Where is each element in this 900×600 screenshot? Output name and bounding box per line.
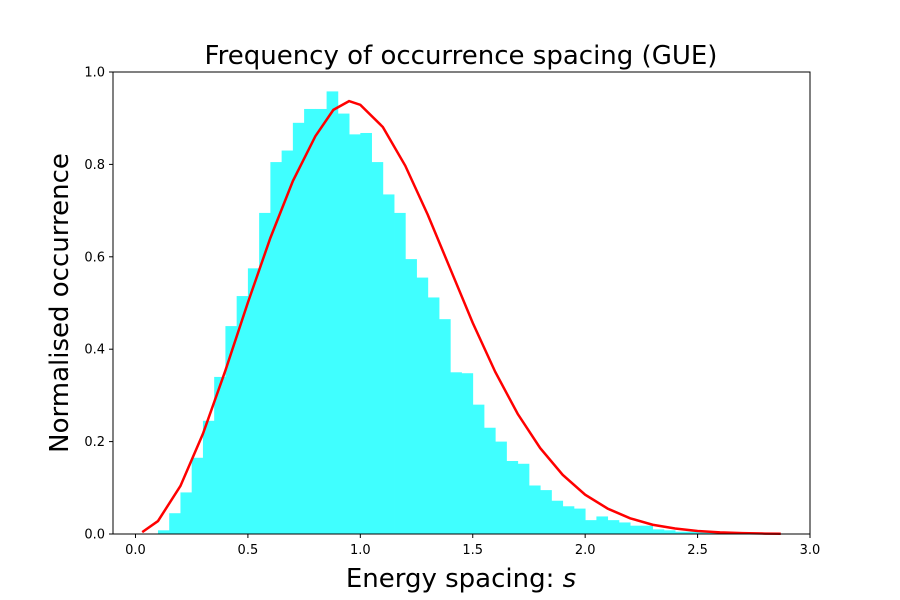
- histogram-bar: [663, 530, 676, 534]
- histogram-bar: [180, 492, 193, 534]
- y-axis-ticks: 0.0 0.2 0.4 0.6 0.8 1.0: [84, 66, 113, 543]
- histogram-bar: [618, 522, 631, 534]
- x-tick-label: 0.5: [238, 543, 259, 558]
- histogram-bar: [371, 162, 384, 534]
- histogram-bar: [573, 508, 586, 534]
- histogram-bar: [517, 463, 530, 534]
- histogram-bar: [416, 277, 429, 534]
- x-tick-label: 0.0: [125, 543, 146, 558]
- histogram-bar: [675, 531, 687, 534]
- plot-area: [112, 71, 811, 535]
- histogram-bar: [315, 108, 327, 535]
- histogram-bar: [360, 132, 372, 534]
- histogram-bar: [562, 506, 575, 534]
- y-axis-label: Normalised occurrence: [45, 153, 75, 453]
- histogram-bar: [349, 134, 361, 534]
- histogram-bar: [382, 194, 395, 534]
- histogram-bar: [337, 113, 350, 534]
- x-tick-label: 2.5: [687, 543, 708, 558]
- axes-frame: [112, 71, 811, 535]
- histogram-bar: [405, 259, 417, 534]
- x-axis-label-text: Energy spacing:: [346, 564, 563, 594]
- x-tick-label: 1.0: [350, 543, 371, 558]
- histogram-bar: [652, 529, 665, 534]
- histogram-bars: [157, 91, 777, 535]
- histogram-bar: [540, 490, 552, 534]
- histogram-bar: [472, 404, 485, 534]
- chart-title: Frequency of occurrence spacing (GUE): [205, 41, 718, 71]
- y-tick-label: 0.0: [84, 528, 105, 543]
- x-tick-label: 1.5: [462, 543, 483, 558]
- histogram-bar: [461, 373, 474, 534]
- fit-curve: [141, 99, 781, 535]
- histogram-bar: [686, 531, 698, 534]
- y-tick-label: 0.4: [84, 343, 105, 358]
- histogram-bar: [157, 530, 170, 534]
- histogram-bar: [394, 212, 406, 534]
- y-tick-label: 0.2: [84, 435, 105, 450]
- histogram-bar: [304, 108, 316, 535]
- histogram-bar: [236, 296, 249, 534]
- x-axis-label: Energy spacing: s: [346, 564, 576, 594]
- x-tick-label: 2.0: [575, 543, 596, 558]
- histogram-bar: [259, 212, 271, 534]
- histogram-bar: [439, 319, 451, 534]
- histogram-bar: [225, 326, 238, 534]
- histogram-bar: [292, 122, 305, 534]
- histogram-bar: [528, 485, 541, 534]
- histogram-bar: [495, 441, 507, 534]
- y-tick-label: 1.0: [84, 66, 105, 81]
- y-tick-label: 0.8: [84, 158, 105, 173]
- histogram-bar: [247, 268, 260, 534]
- x-axis-ticks: 0.0 0.5 1.0 1.5 2.0 2.5 3.0: [125, 534, 820, 558]
- histogram-bar: [214, 376, 226, 534]
- histogram-bar: [270, 162, 283, 534]
- x-tick-label: 3.0: [800, 543, 821, 558]
- histogram-bar: [281, 150, 294, 535]
- histogram-bar: [191, 457, 204, 534]
- histogram-bar: [585, 520, 597, 534]
- histogram-bar: [607, 520, 620, 534]
- histogram-bar: [202, 420, 215, 534]
- histogram-bar: [506, 461, 519, 534]
- histogram-bar: [169, 513, 181, 534]
- histogram-bar: [596, 516, 609, 534]
- histogram-bar: [630, 525, 642, 534]
- histogram-bar: [551, 500, 564, 534]
- histogram-bar: [697, 532, 710, 534]
- histogram-bar: [450, 372, 462, 534]
- y-tick-label: 0.6: [84, 250, 105, 265]
- histogram-bar: [326, 91, 339, 535]
- x-axis-label-var: s: [563, 564, 577, 594]
- histogram-bar: [427, 297, 440, 534]
- histogram-bar: [708, 532, 721, 534]
- histogram-bar: [483, 427, 496, 534]
- histogram-bar: [641, 525, 654, 534]
